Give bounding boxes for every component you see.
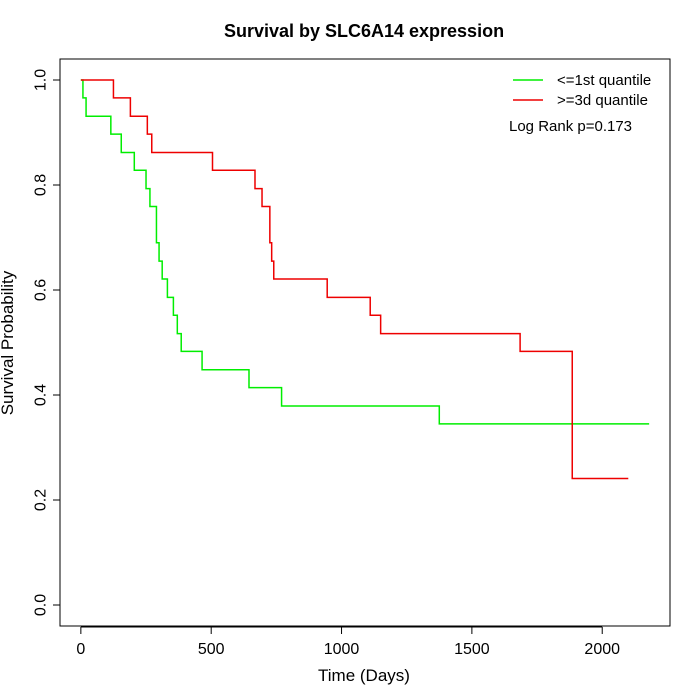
y-tick-label: 0.6 [33, 279, 50, 301]
chart-title: Survival by SLC6A14 expression [224, 21, 504, 41]
logrank-annotation: Log Rank p=0.173 [509, 118, 632, 135]
x-tick-label: 0 [76, 641, 85, 658]
series-line-1 [80, 79, 650, 425]
legend: <=1st quantile >=3d quantile [513, 72, 651, 109]
series-line-2 [80, 79, 629, 480]
y-tick-label: 0.0 [33, 594, 50, 616]
y-tick-label: 0.2 [33, 489, 50, 511]
y-axis-label: Survival Probability [0, 270, 17, 415]
x-tick-label: 1500 [454, 641, 490, 658]
x-tick-label: 500 [198, 641, 225, 658]
series-layer [80, 79, 650, 480]
x-tick-label: 1000 [324, 641, 360, 658]
legend-label-1: <=1st quantile [557, 72, 651, 89]
y-tick-label: 1.0 [33, 69, 50, 91]
x-tick-label: 2000 [584, 641, 620, 658]
y-axis: 0.0 0.2 0.4 0.6 0.8 1.0 [33, 69, 61, 616]
y-tick-label: 0.8 [33, 174, 50, 196]
y-tick-label: 0.4 [33, 384, 50, 406]
x-axis: 0 500 1000 1500 2000 [76, 626, 620, 658]
legend-label-2: >=3d quantile [557, 92, 648, 109]
x-axis-label: Time (Days) [318, 666, 410, 685]
